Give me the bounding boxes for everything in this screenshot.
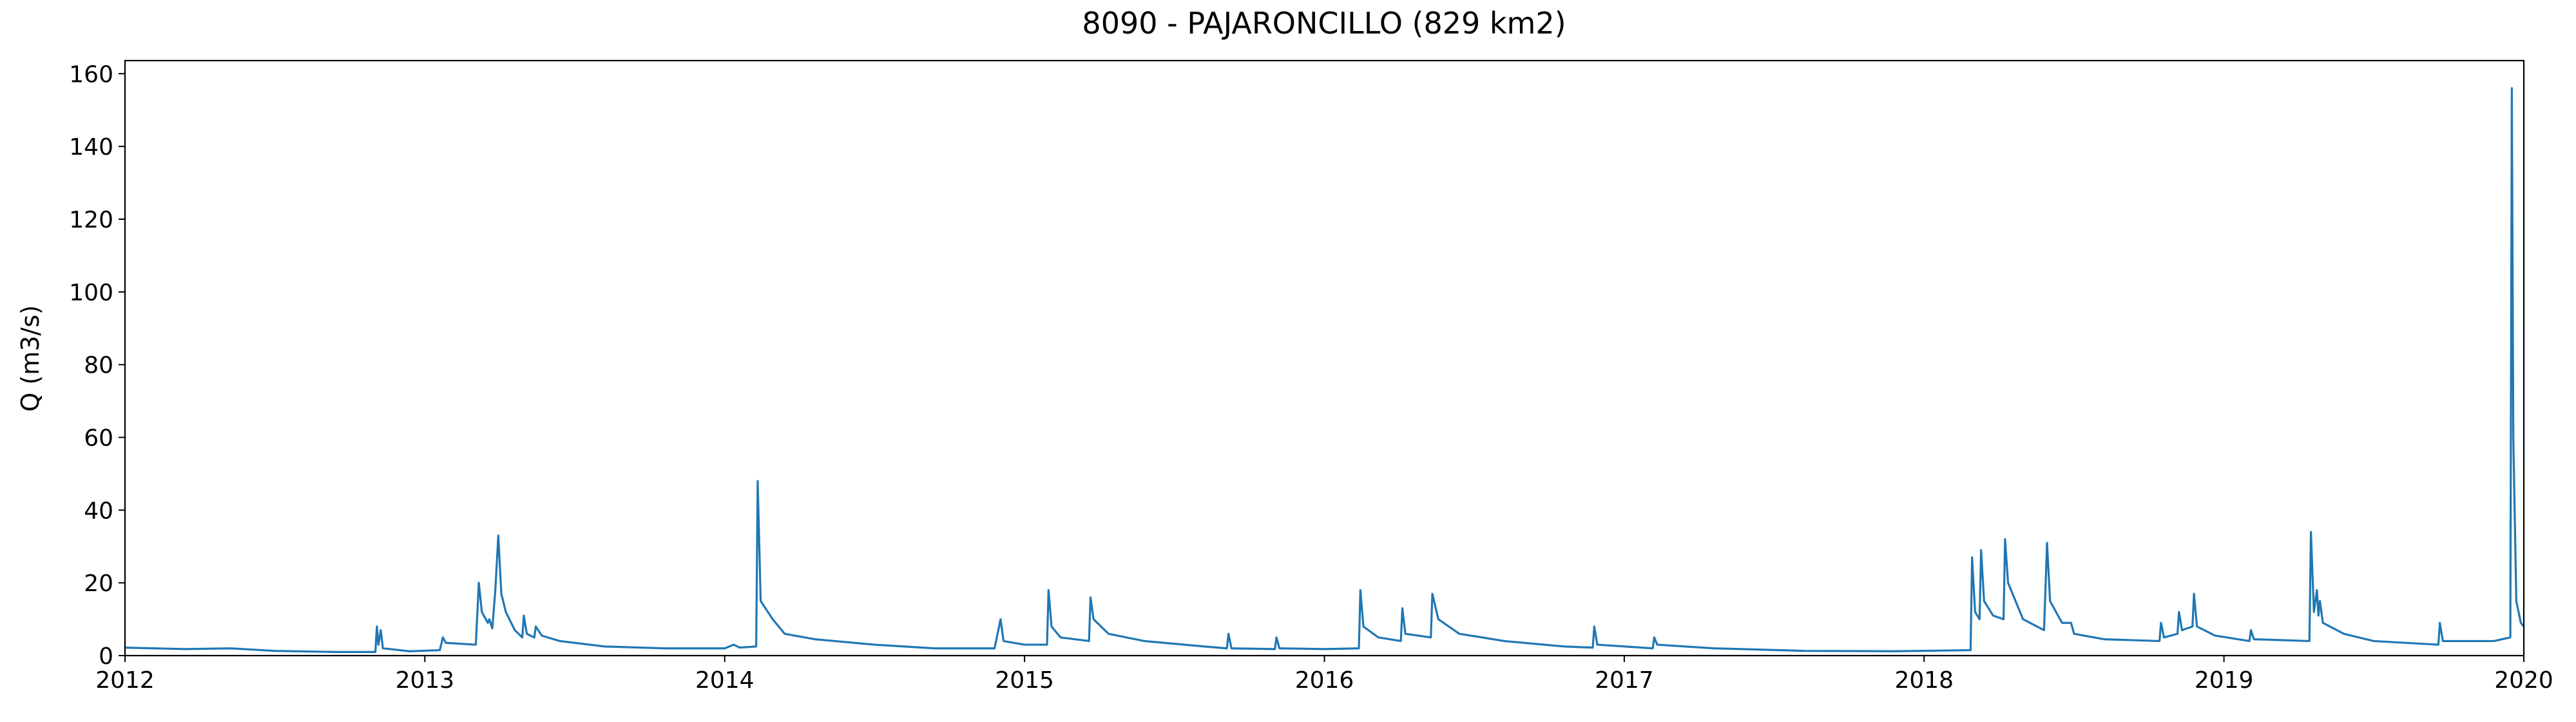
y-tick-label: 40 <box>84 498 113 524</box>
x-tick-label: 2014 <box>695 667 755 694</box>
x-tick-label: 2020 <box>2494 667 2553 694</box>
y-tick-label: 100 <box>69 280 113 306</box>
y-tick-label: 140 <box>69 134 113 161</box>
x-tick-label: 2017 <box>1595 667 1654 694</box>
y-tick-label: 80 <box>84 353 113 379</box>
x-tick-label: 2013 <box>396 667 455 694</box>
x-tick-label: 2016 <box>1295 667 1354 694</box>
y-tick-label: 160 <box>69 61 113 88</box>
x-tick-label: 2018 <box>1894 667 1954 694</box>
y-tick-label: 0 <box>99 643 113 670</box>
y-axis-label: Q (m3/s) <box>16 305 44 411</box>
x-tick-label: 2012 <box>95 667 155 694</box>
plot-frame <box>124 59 2525 657</box>
y-tick-label: 120 <box>69 207 113 233</box>
x-tick-label: 2015 <box>995 667 1054 694</box>
y-tick-label: 20 <box>84 571 113 597</box>
flow-line <box>124 87 2525 653</box>
y-tick-label: 60 <box>84 425 113 451</box>
x-tick-label: 2019 <box>2195 667 2254 694</box>
chart-title: 8090 - PAJARONCILLO (829 km2) <box>1082 6 1566 41</box>
